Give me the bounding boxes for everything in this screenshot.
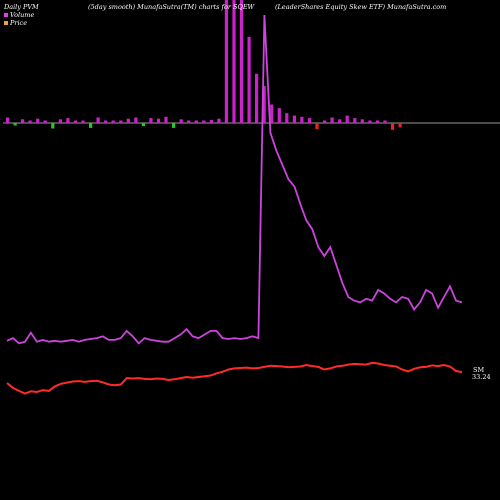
volume-bar bbox=[217, 118, 221, 123]
volume-bar bbox=[28, 120, 32, 123]
volume-bar bbox=[36, 118, 40, 123]
legend-price: Price bbox=[4, 19, 27, 27]
volume-bar bbox=[232, 0, 236, 123]
last-label-price: 33.24 bbox=[472, 373, 491, 381]
volume-bar bbox=[307, 118, 312, 123]
volume-bar bbox=[368, 120, 372, 123]
volume-bar bbox=[89, 123, 93, 128]
last-label-symbol: SM bbox=[473, 366, 484, 374]
volume-bar bbox=[96, 117, 100, 123]
chart-header-left: Daily PVM bbox=[4, 3, 39, 11]
volume-bar bbox=[375, 120, 379, 123]
volume-bar bbox=[345, 115, 349, 123]
volume-bar bbox=[187, 120, 191, 123]
chart-header-right: (LeaderShares Equity Skew ETF) MunafaSut… bbox=[275, 3, 447, 11]
volume-bar bbox=[383, 120, 387, 123]
volume-bar bbox=[338, 119, 342, 123]
volume-bar bbox=[81, 120, 85, 123]
volume-bar bbox=[119, 120, 123, 123]
volume-bar bbox=[126, 118, 130, 123]
chart-header-center: (5day smooth) MunafaSutra(TM) charts for… bbox=[88, 3, 255, 11]
volume-bar bbox=[330, 117, 334, 123]
legend-price-label: Price bbox=[10, 19, 28, 27]
volume-bar bbox=[202, 120, 206, 123]
volume-bar bbox=[149, 118, 153, 123]
volume-bar bbox=[247, 36, 251, 123]
volume-bar bbox=[13, 123, 17, 126]
volume-bars bbox=[5, 0, 402, 130]
volume-bar bbox=[300, 116, 304, 123]
volume-bar bbox=[164, 116, 168, 123]
volume-bar bbox=[194, 120, 198, 123]
volume-bar bbox=[209, 119, 213, 123]
volume-bar bbox=[398, 123, 402, 128]
volume-bar bbox=[315, 123, 319, 130]
volume-bar bbox=[285, 113, 289, 123]
volume-bar bbox=[179, 119, 183, 123]
volume-bar bbox=[292, 115, 296, 123]
volume-bar bbox=[323, 120, 327, 123]
volume-bar bbox=[172, 123, 176, 128]
legend-volume-label: Volume bbox=[10, 11, 35, 19]
price-line bbox=[6, 361, 463, 395]
volume-bar bbox=[270, 104, 274, 123]
volume-bar bbox=[360, 119, 364, 123]
volume-bar bbox=[21, 119, 25, 123]
volume-bar bbox=[277, 108, 281, 123]
volume-bar bbox=[353, 118, 357, 123]
volume-bar bbox=[141, 123, 145, 127]
volume-bar bbox=[224, 0, 228, 123]
volume-bar bbox=[239, 0, 244, 123]
volume-bar bbox=[51, 123, 55, 129]
volume-bar bbox=[73, 120, 78, 123]
legend-volume-swatch bbox=[4, 13, 8, 17]
volume-bar bbox=[58, 119, 62, 123]
legend-volume: Volume bbox=[4, 11, 34, 19]
volume-bar bbox=[111, 120, 115, 123]
volume-bar bbox=[156, 118, 161, 123]
volume-bar bbox=[390, 123, 395, 130]
volume-bar bbox=[43, 120, 47, 123]
volume-bar bbox=[104, 120, 108, 123]
volume-bar bbox=[5, 117, 10, 123]
volume-bar bbox=[262, 86, 266, 123]
legend-price-swatch bbox=[4, 21, 8, 25]
volume-bar bbox=[66, 118, 70, 123]
volume-bar bbox=[134, 117, 138, 123]
volume-line bbox=[6, 14, 463, 345]
volume-bar bbox=[255, 73, 259, 123]
